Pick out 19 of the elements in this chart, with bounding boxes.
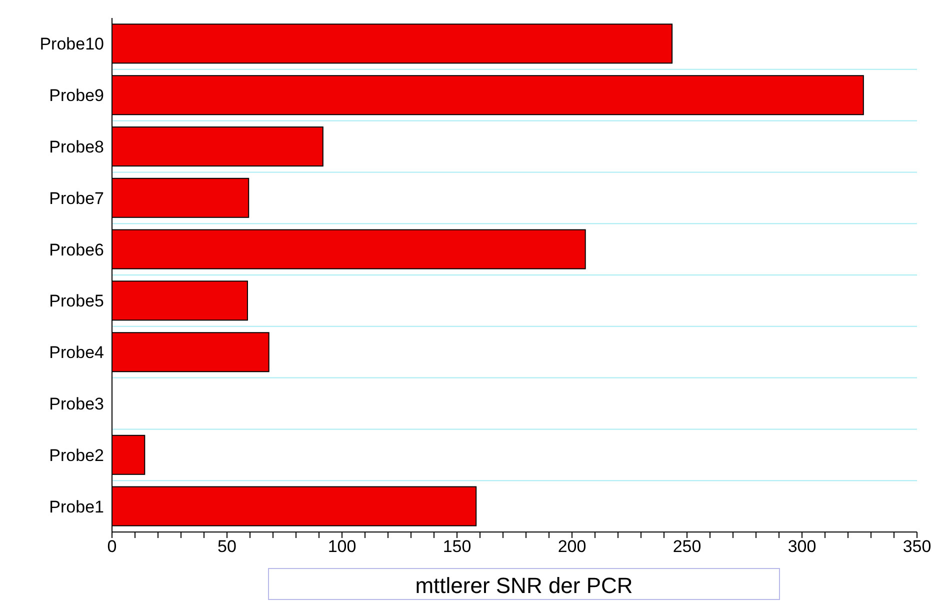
y-tick-label: Probe9 [49,86,104,106]
x-axis-title: mttlerer SNR der PCR [268,568,780,600]
x-tick-label: 200 [558,537,586,556]
y-tick-label: Probe10 [40,34,104,54]
y-tick-label: Probe3 [49,394,104,414]
y-tick-label: Probe2 [49,446,104,465]
x-tick-label: 50 [218,537,236,556]
y-tick-label: Probe1 [49,497,104,516]
x-tick-label: 250 [672,537,702,556]
x-tick-label: 100 [328,537,356,556]
x-tick-label: 350 [902,537,932,556]
y-tick-label: Probe7 [49,188,104,208]
y-tick-label: Probe4 [49,343,104,362]
x-tick-label: 300 [788,537,816,556]
y-tick-label: Probe8 [49,138,104,157]
x-tick-label: 0 [107,537,117,556]
x-tick-label: 150 [442,537,472,556]
y-tick-label: Probe6 [49,240,104,260]
y-tick-label: Probe5 [49,292,104,311]
